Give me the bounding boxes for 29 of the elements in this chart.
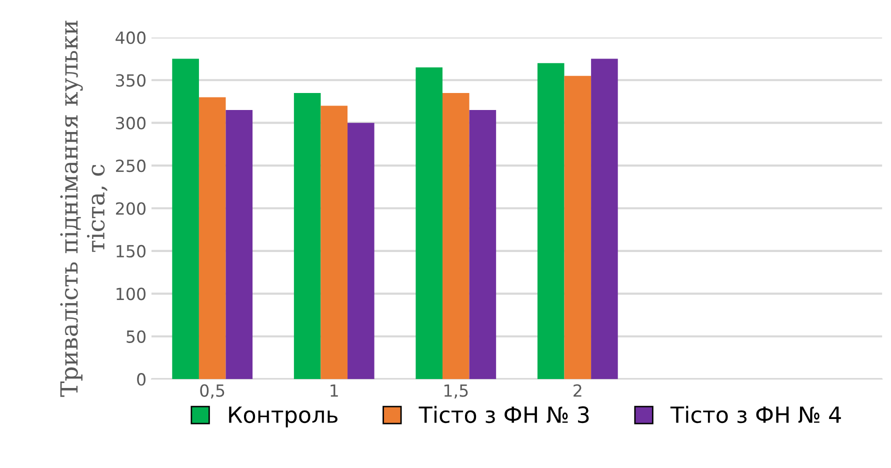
bar (442, 92, 470, 380)
bar (348, 122, 374, 380)
y-tick-label: 200 (116, 202, 146, 215)
y-tick-label: 300 (116, 116, 146, 130)
bar (320, 106, 348, 380)
x-tick-label: 1,5 (444, 384, 468, 399)
y-tick-label: 0 (137, 373, 146, 386)
legend-label: Тісто з ФН № 3 (418, 406, 589, 424)
y-tick-label: 350 (116, 74, 146, 87)
legend-label: Контроль (229, 406, 338, 428)
bar (564, 76, 592, 380)
bar (537, 63, 564, 380)
y-tick-label: 400 (116, 31, 146, 44)
y-tick-label: 50 (126, 330, 146, 343)
bar (198, 97, 226, 380)
y-axis-title: Тривалість піднімання кульки тіста, с (60, 20, 108, 397)
x-tick-label: 1 (330, 384, 338, 397)
y-tick-label: 150 (116, 244, 146, 258)
y-tick-label: 100 (116, 288, 146, 300)
bar (226, 110, 253, 380)
y-tick-label: 250 (116, 160, 146, 172)
x-tick-label: 2 (574, 384, 582, 397)
bar (591, 58, 618, 380)
bar (416, 67, 442, 380)
bar (172, 58, 199, 380)
bar (294, 92, 321, 380)
legend-label: Тісто з ФН № 4 (670, 406, 841, 424)
bar (469, 110, 496, 380)
x-tick-label: 0,5 (200, 384, 224, 399)
